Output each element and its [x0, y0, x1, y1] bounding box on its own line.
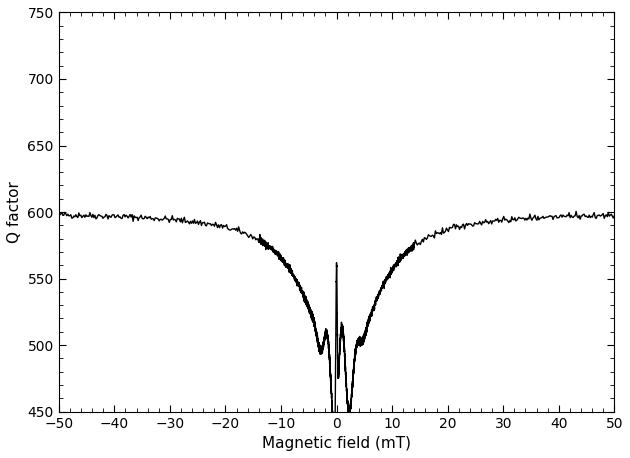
X-axis label: Magnetic field (mT): Magnetic field (mT)	[262, 436, 411, 451]
Y-axis label: Q factor: Q factor	[7, 181, 22, 243]
